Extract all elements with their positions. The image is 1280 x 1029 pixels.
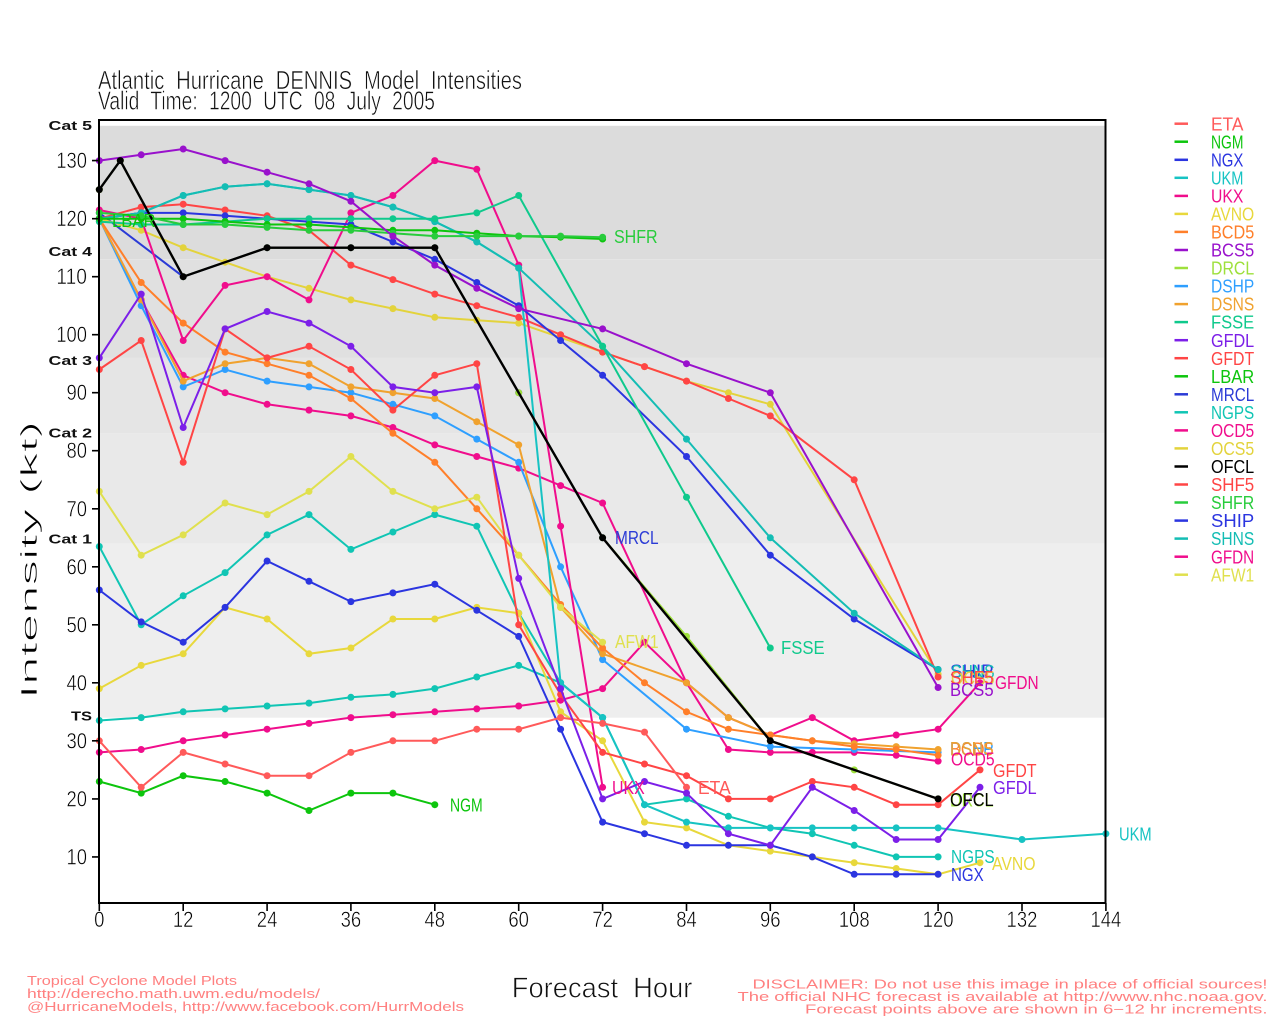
svg-text:Tropical Cyclone Model Plots: Tropical Cyclone Model Plots — [27, 974, 237, 988]
svg-text:108: 108 — [839, 907, 870, 932]
svg-text:110: 110 — [56, 264, 87, 289]
svg-text:UKX: UKX — [612, 777, 645, 798]
svg-text:NGX: NGX — [951, 864, 984, 885]
svg-text:http://derecho.math.uwm.edu/mo: http://derecho.math.uwm.edu/models/ — [27, 987, 321, 1001]
svg-text:60: 60 — [67, 554, 88, 579]
svg-text:Atlantic Hurricane DENNIS Mode: Atlantic Hurricane DENNIS Model Intensit… — [98, 65, 522, 95]
svg-text:UKX: UKX — [1211, 187, 1243, 207]
svg-text:OCS5: OCS5 — [951, 667, 995, 688]
svg-text:MRCL: MRCL — [1211, 385, 1254, 405]
svg-text:Cat 5: Cat 5 — [49, 119, 93, 133]
svg-text:NGPS: NGPS — [951, 846, 995, 867]
svg-text:LBAR: LBAR — [1211, 367, 1254, 387]
svg-text:BCD5: BCD5 — [1211, 223, 1254, 243]
svg-text:Forecast points above are show: Forecast points above are shown in 6−12 … — [805, 1003, 1268, 1017]
svg-text:50: 50 — [67, 612, 88, 637]
svg-text:12: 12 — [173, 907, 194, 932]
svg-text:Cat 4: Cat 4 — [49, 245, 93, 259]
svg-text:AFW1: AFW1 — [1211, 565, 1254, 585]
svg-text:Cat 3: Cat 3 — [49, 354, 93, 368]
svg-text:OFCL: OFCL — [950, 789, 994, 810]
svg-text:DSHP: DSHP — [1211, 277, 1254, 297]
svg-text:BCS5: BCS5 — [950, 679, 994, 700]
svg-text:100: 100 — [56, 322, 87, 347]
svg-text:OCD5: OCD5 — [1211, 421, 1254, 441]
svg-text:Cat 2: Cat 2 — [49, 427, 93, 441]
svg-text:OCS5: OCS5 — [1211, 439, 1254, 459]
svg-text:24: 24 — [257, 907, 278, 932]
svg-text:BCS5: BCS5 — [1211, 241, 1254, 261]
svg-text:130: 130 — [56, 148, 87, 173]
svg-text:120: 120 — [923, 907, 954, 932]
svg-text:Valid Time: 1200 UTC 08 July 2: Valid Time: 1200 UTC 08 July 2005 — [98, 86, 435, 116]
svg-text:SHIP: SHIP — [950, 661, 994, 682]
svg-text:LBAR: LBAR — [112, 210, 156, 231]
svg-text:GFDN: GFDN — [995, 672, 1039, 693]
svg-text:96: 96 — [760, 907, 781, 932]
svg-text:OFCL: OFCL — [1211, 457, 1254, 477]
svg-text:70: 70 — [67, 496, 88, 521]
svg-text:36: 36 — [341, 907, 362, 932]
svg-text:FSSE: FSSE — [1211, 313, 1254, 333]
svg-text:DSNS: DSNS — [950, 738, 994, 759]
svg-text:30: 30 — [67, 728, 88, 753]
svg-text:AVNO: AVNO — [992, 853, 1036, 874]
svg-text:144: 144 — [1090, 907, 1121, 932]
svg-text:120: 120 — [56, 206, 87, 231]
svg-text:72: 72 — [592, 907, 613, 932]
svg-text:NGX: NGX — [1211, 150, 1243, 170]
svg-text:84: 84 — [676, 907, 697, 932]
svg-text:NGM: NGM — [1211, 132, 1243, 152]
svg-text:132: 132 — [1007, 907, 1038, 932]
svg-text:NGPS: NGPS — [1211, 403, 1254, 423]
svg-text:20: 20 — [67, 786, 88, 811]
svg-text:GFDL: GFDL — [1211, 331, 1254, 351]
svg-text:SHF5: SHF5 — [950, 667, 994, 688]
svg-text:SHNS: SHNS — [951, 661, 995, 682]
svg-text:DRCL: DRCL — [1211, 259, 1254, 279]
svg-text:SHIP: SHIP — [1211, 511, 1254, 531]
svg-text:80: 80 — [67, 438, 88, 463]
svg-text:GFDL: GFDL — [993, 777, 1037, 798]
svg-text:FSSE: FSSE — [781, 637, 825, 658]
svg-text:Intensity (kt): Intensity (kt) — [16, 421, 42, 699]
svg-text:SHFR: SHFR — [1211, 493, 1254, 513]
svg-text:UKM: UKM — [1211, 168, 1243, 188]
svg-text:SHFR: SHFR — [614, 226, 658, 247]
svg-text:0: 0 — [94, 907, 104, 932]
svg-text:TS: TS — [71, 710, 92, 724]
svg-text:AVNO: AVNO — [1211, 205, 1254, 225]
svg-text:NGM: NGM — [450, 795, 483, 816]
svg-text:@HurricaneModels, http://www.f: @HurricaneModels, http://www.facebook.co… — [27, 1000, 464, 1014]
svg-text:40: 40 — [67, 670, 88, 695]
svg-text:UKM: UKM — [1119, 824, 1152, 845]
svg-text:DRCL: DRCL — [950, 789, 994, 810]
svg-text:GFDN: GFDN — [1211, 547, 1254, 567]
svg-text:SHNS: SHNS — [1211, 529, 1254, 549]
svg-text:SHF5: SHF5 — [1211, 475, 1254, 495]
svg-text:10: 10 — [67, 844, 88, 869]
svg-text:48: 48 — [425, 907, 446, 932]
svg-text:90: 90 — [67, 380, 88, 405]
svg-text:ETA: ETA — [1211, 114, 1243, 134]
svg-text:GFDT: GFDT — [1211, 349, 1254, 369]
svg-text:GFDT: GFDT — [993, 760, 1037, 781]
svg-text:DSNS: DSNS — [1211, 295, 1254, 315]
svg-text:Forecast Hour: Forecast Hour — [512, 972, 693, 1004]
svg-text:DSHP: DSHP — [950, 738, 994, 759]
svg-text:60: 60 — [508, 907, 529, 932]
svg-text:MRCL: MRCL — [615, 527, 659, 548]
svg-text:AFW1: AFW1 — [615, 631, 659, 652]
svg-text:BCD5: BCD5 — [950, 739, 994, 760]
svg-text:ETA: ETA — [698, 777, 731, 798]
svg-text:Cat 1: Cat 1 — [49, 533, 93, 547]
svg-text:The official NHC forecast is a: The official NHC forecast is available a… — [738, 990, 1268, 1004]
svg-text:DISCLAIMER: Do not use this im: DISCLAIMER: Do not use this image in pla… — [753, 978, 1268, 992]
svg-text:OCD5: OCD5 — [951, 748, 995, 769]
